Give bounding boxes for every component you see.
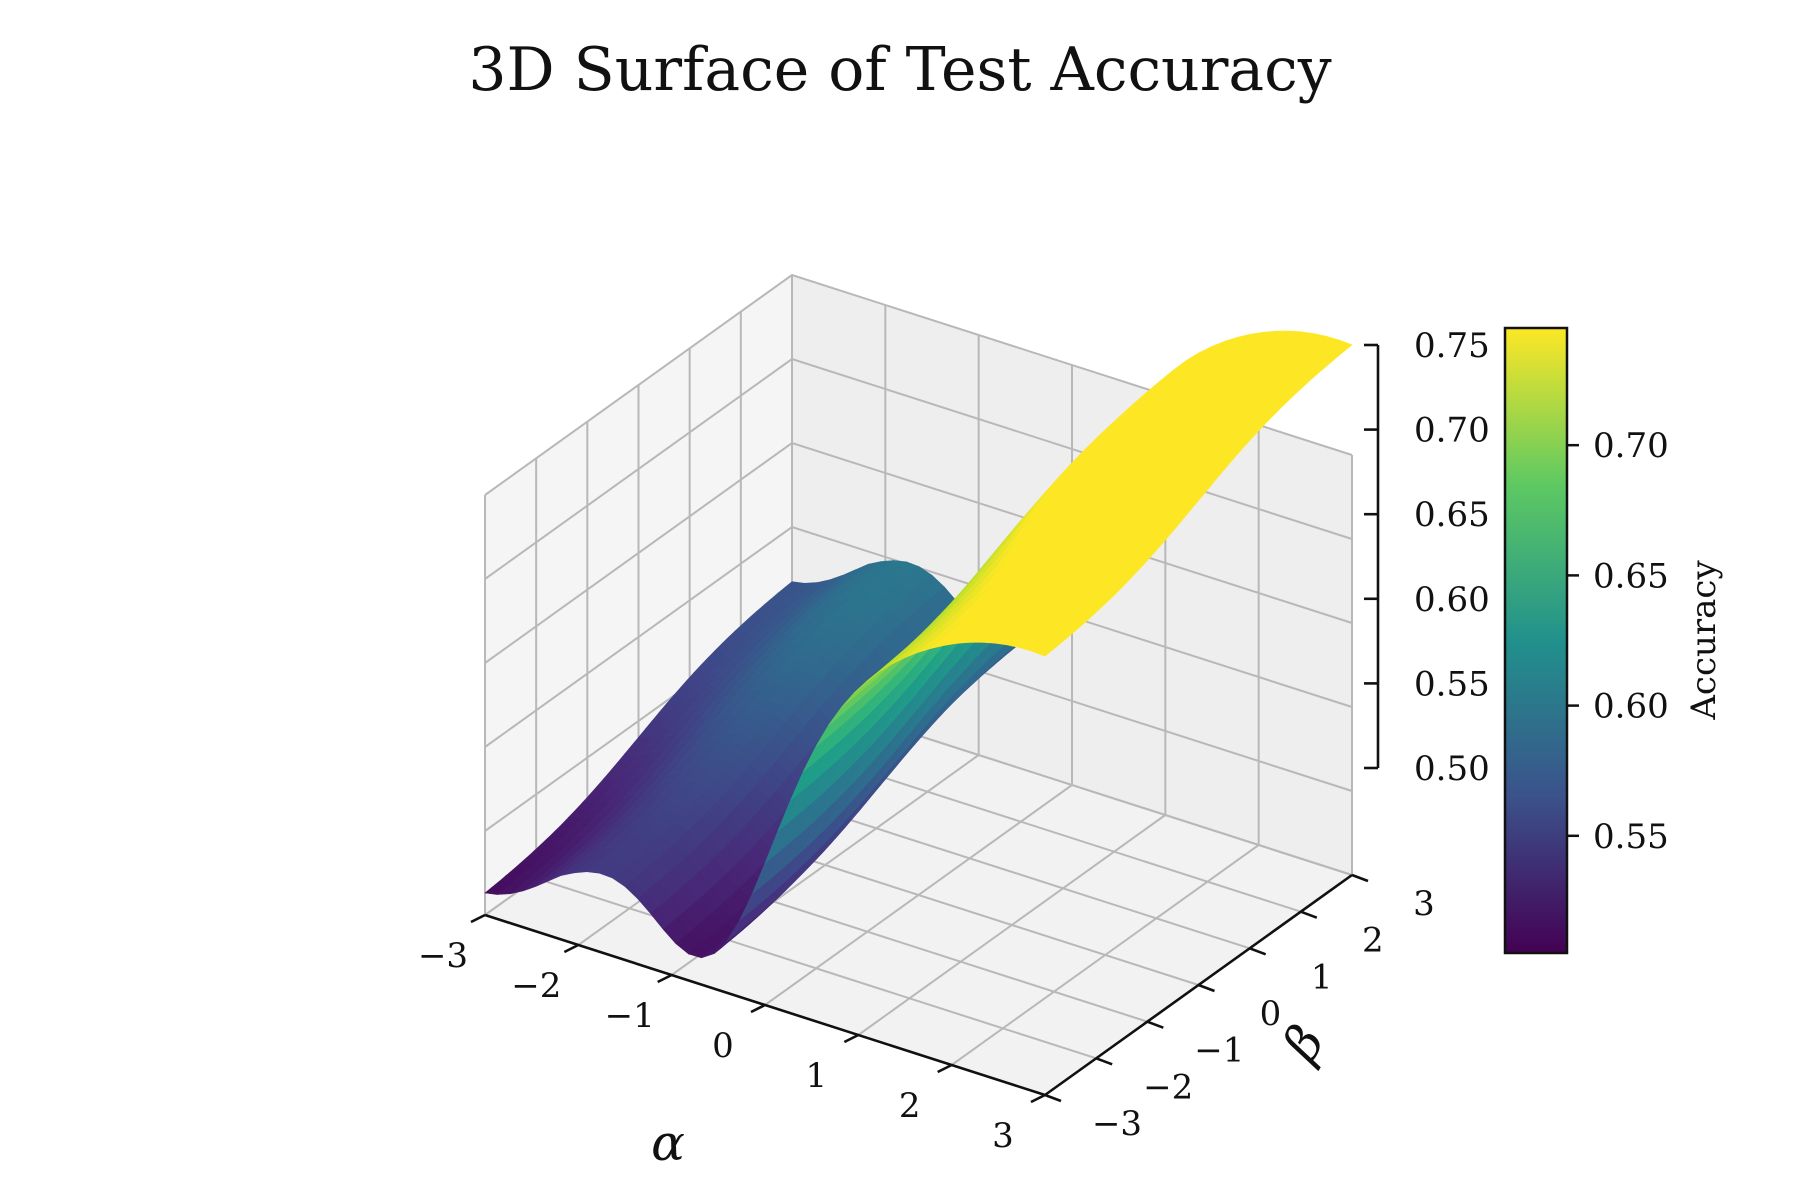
surface-cell: [1031, 645, 1053, 657]
x-tick: [1030, 1093, 1046, 1104]
x-tick: [563, 943, 579, 954]
x-tick: [470, 913, 486, 924]
y-tick-label: 2: [1362, 921, 1384, 961]
x-tick-label: 3: [992, 1116, 1014, 1156]
y-tick: [1095, 1057, 1113, 1066]
z-tick-label: 0.60: [1414, 580, 1490, 620]
colorbar-label: Accuracy: [1684, 560, 1724, 721]
z-tick-label: 0.50: [1414, 749, 1490, 789]
z-tick-label: 0.70: [1414, 411, 1490, 451]
y-tick-label: 0: [1260, 994, 1282, 1034]
z-tick-label: 0.55: [1414, 664, 1490, 704]
x-tick-label: −2: [511, 966, 561, 1006]
y-tick: [1249, 947, 1267, 956]
y-tick-label: 1: [1311, 957, 1333, 997]
x-axis-label: α: [651, 1114, 685, 1172]
x-tick: [843, 1033, 859, 1044]
y-tick: [1351, 873, 1369, 883]
colorbar-tick-label: 0.70: [1593, 426, 1669, 466]
y-tick: [1198, 983, 1215, 993]
y-tick-label: 3: [1413, 884, 1435, 924]
x-tick: [657, 973, 673, 984]
y-tick: [1300, 910, 1318, 919]
x-tick: [750, 1003, 766, 1014]
z-tick-label: 0.65: [1414, 495, 1490, 535]
colorbar-ticks: 0.55 0.60 0.65 0.70: [1567, 426, 1669, 857]
x-tick-label: 0: [712, 1026, 734, 1066]
z-grid-line: [484, 441, 1353, 664]
x-tick-label: −3: [418, 936, 468, 976]
y-tick-label: −1: [1194, 1031, 1244, 1071]
colorbar-tick-label: 0.60: [1593, 687, 1669, 727]
x-tick: [937, 1063, 953, 1074]
x-tick-label: 2: [899, 1086, 921, 1126]
z-tick-label: 0.75: [1414, 326, 1490, 366]
x-tick-label: −1: [605, 996, 655, 1036]
colorbar-tick-label: 0.65: [1593, 556, 1669, 596]
y-tick-label: −2: [1143, 1067, 1193, 1107]
y-tick: [1146, 1020, 1164, 1029]
x-tick-label: 1: [806, 1056, 828, 1096]
chart-title: 3D Surface of Test Accuracy: [468, 35, 1331, 105]
colorbar: 0.55 0.60 0.65 0.70 Accuracy: [1503, 326, 1724, 955]
y-tick: [1044, 1093, 1062, 1103]
colorbar-gradient: [1503, 326, 1569, 955]
z-grid-line: [484, 525, 1353, 748]
surface-mesh: [484, 330, 1353, 959]
y-tick-label: −3: [1092, 1104, 1142, 1144]
colorbar-tick-label: 0.55: [1593, 817, 1669, 857]
